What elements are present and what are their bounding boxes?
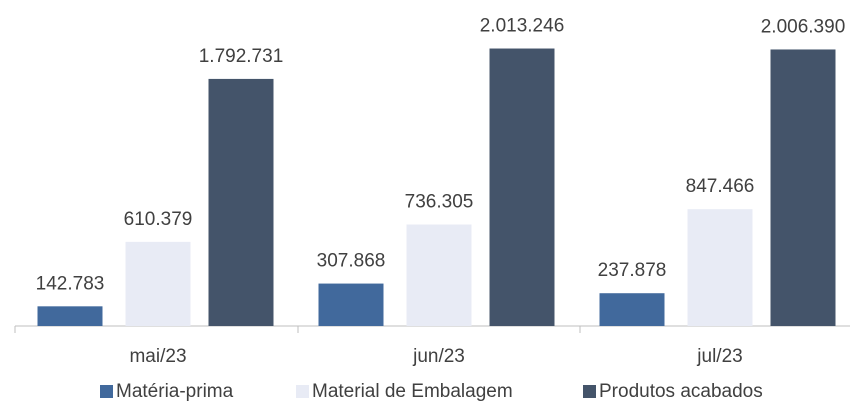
data-label: 142.783	[36, 273, 105, 294]
data-label: 237.878	[598, 260, 667, 281]
x-tick-label: jun/23	[412, 346, 465, 367]
bar	[489, 48, 555, 326]
data-label: 307.868	[317, 251, 386, 272]
data-label: 1.792.731	[199, 46, 284, 67]
bar	[318, 283, 384, 326]
legend-swatch	[583, 385, 596, 398]
bar	[37, 306, 103, 326]
x-tick-label: jul/23	[696, 346, 742, 367]
bar	[125, 241, 191, 326]
data-label: 736.305	[405, 192, 474, 213]
bar	[599, 293, 665, 326]
data-label: 2.013.246	[480, 16, 565, 37]
legend-label: Material de Embalagem	[312, 381, 513, 402]
bar	[208, 78, 274, 326]
data-label: 610.379	[124, 209, 193, 230]
bar	[406, 224, 472, 326]
legend-label: Produtos acabados	[599, 381, 763, 402]
bar	[687, 209, 753, 326]
legend-swatch	[296, 385, 309, 398]
legend-label: Matéria-prima	[116, 381, 234, 402]
data-label: 2.006.390	[761, 16, 846, 37]
data-label: 847.466	[686, 176, 755, 197]
x-tick-label: mai/23	[129, 346, 186, 367]
legend-swatch	[100, 385, 113, 398]
bar	[770, 49, 836, 327]
